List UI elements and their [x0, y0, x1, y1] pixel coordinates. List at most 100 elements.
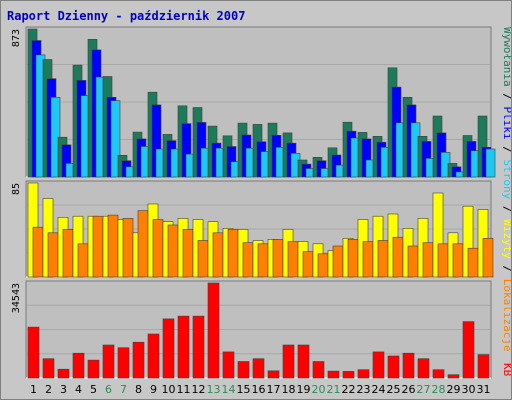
bar-kb-kb-day-19 — [297, 344, 310, 379]
x-tick-label: 4 — [75, 383, 82, 396]
x-tick-label: 24 — [372, 383, 386, 396]
panel-kb: 34543 — [11, 280, 492, 379]
bar-hosts-lokalizacje-day-18 — [287, 241, 299, 278]
bar-hosts-lokalizacje-day-13 — [212, 232, 224, 278]
x-tick-label: 14 — [222, 383, 236, 396]
bar-kb-kb-day-20 — [312, 361, 325, 379]
bar-kb-kb-day-24 — [372, 351, 385, 379]
legend-item: Wizyty — [501, 219, 511, 259]
bar-kb-kb-day-21 — [327, 370, 340, 379]
bar-hosts-lokalizacje-day-5 — [92, 215, 104, 278]
bar-hosts-lokalizacje-day-31 — [482, 238, 494, 278]
bar-hosts-lokalizacje-day-6 — [107, 214, 119, 278]
ymax-label-visits: 873 — [11, 29, 22, 47]
bar-kb-kb-day-16 — [252, 358, 265, 379]
bar-hosts-lokalizacje-day-7 — [122, 218, 134, 278]
bar-kb-kb-day-27 — [417, 358, 430, 379]
legend-item: / — [501, 199, 511, 219]
x-tick-label: 27 — [417, 383, 431, 396]
bar-kb-kb-day-26 — [402, 352, 415, 379]
legend-item: Lokalizacje — [501, 279, 511, 352]
legend-item: / — [501, 87, 511, 107]
bar-kb-kb-day-2 — [42, 358, 55, 379]
bar-hosts-lokalizacje-day-29 — [452, 243, 464, 278]
bar-hosts-lokalizacje-day-1 — [32, 226, 44, 278]
bar-kb-kb-day-8 — [132, 341, 145, 379]
x-tick-label: 25 — [387, 383, 401, 396]
legend-kb: KB — [501, 363, 511, 377]
bar-hosts-lokalizacje-day-11 — [182, 229, 194, 278]
bar-hosts-lokalizacje-day-20 — [317, 253, 329, 278]
bar-kb-kb-day-15 — [237, 361, 250, 379]
bar-kb-kb-day-11 — [177, 315, 190, 379]
x-tick-label: 8 — [135, 383, 142, 396]
x-tick-label: 18 — [282, 383, 296, 396]
x-tick-label: 11 — [177, 383, 191, 396]
bar-kb-kb-day-9 — [147, 333, 160, 379]
bar-kb-kb-day-31 — [477, 354, 490, 379]
x-tick-label: 26 — [402, 383, 416, 396]
bar-hosts-lokalizacje-day-12 — [197, 240, 209, 278]
x-tick-label: 19 — [297, 383, 311, 396]
bar-hosts-lokalizacje-day-15 — [242, 242, 254, 278]
legend-item: Strony — [501, 159, 511, 199]
x-tick-label: 3 — [60, 383, 67, 396]
x-tick-label: 22 — [342, 383, 356, 396]
panel-hosts: 85 — [11, 180, 494, 278]
bar-hosts-lokalizacje-day-23 — [362, 241, 374, 278]
bar-hosts-lokalizacje-day-3 — [62, 229, 74, 278]
bar-hosts-lokalizacje-day-16 — [257, 243, 269, 278]
bar-kb-kb-day-30 — [462, 321, 475, 379]
chart-title: Raport Dzienny - październik 2007 — [7, 9, 245, 23]
bar-hosts-lokalizacje-day-10 — [167, 224, 179, 278]
x-tick-label: 17 — [267, 383, 281, 396]
legend-item: Pliki — [501, 106, 511, 139]
bar-hosts-lokalizacje-day-22 — [347, 239, 359, 278]
bar-kb-kb-day-14 — [222, 351, 235, 379]
bar-hosts-lokalizacje-day-28 — [437, 243, 449, 278]
x-tick-label: 23 — [357, 383, 371, 396]
bar-kb-kb-day-4 — [72, 352, 85, 379]
x-tick-label: 20 — [312, 383, 326, 396]
bar-hosts-lokalizacje-day-8 — [137, 210, 149, 278]
bar-kb-kb-day-5 — [87, 359, 100, 379]
bar-kb-kb-day-17 — [267, 370, 280, 379]
bar-kb-kb-day-10 — [162, 318, 175, 379]
x-tick-label: 13 — [207, 383, 221, 396]
legend-item: / — [501, 140, 511, 160]
bar-kb-kb-day-22 — [342, 371, 355, 379]
ymax-label-kb: 34543 — [11, 283, 22, 313]
panel-visits: 873 — [11, 26, 496, 178]
legend-main: Wywołania / Pliki / Strony / Wizyty / Lo… — [501, 27, 511, 352]
bar-hosts-lokalizacje-day-14 — [227, 229, 239, 278]
bar-hosts-lokalizacje-day-2 — [47, 232, 59, 278]
x-tick-label: 6 — [105, 383, 112, 396]
x-tick-label: 2 — [45, 383, 52, 396]
bar-hosts-lokalizacje-day-30 — [467, 247, 479, 278]
bar-hosts-lokalizacje-day-25 — [392, 236, 404, 278]
ymax-label-hosts: 85 — [11, 183, 22, 195]
bar-kb-kb-day-29 — [447, 374, 460, 379]
bar-kb-kb-day-13 — [207, 282, 220, 379]
bar-hosts-lokalizacje-day-26 — [407, 245, 419, 278]
x-tick-label: 12 — [192, 383, 206, 396]
x-tick-label: 15 — [237, 383, 251, 396]
bar-kb-kb-day-23 — [357, 369, 370, 379]
bar-hosts-lokalizacje-day-4 — [77, 243, 89, 278]
x-tick-label: 5 — [90, 383, 97, 396]
bar-kb-kb-day-25 — [387, 355, 400, 379]
legend-item: Wywołania — [501, 27, 511, 87]
bar-visits-strony-day-31 — [485, 148, 496, 178]
bar-hosts-lokalizacje-day-21 — [332, 245, 344, 278]
x-tick-label: 9 — [150, 383, 157, 396]
bar-kb-kb-day-6 — [102, 344, 115, 379]
x-tick-label: 28 — [432, 383, 446, 396]
x-tick-label: 31 — [477, 383, 491, 396]
x-tick-label: 30 — [462, 383, 476, 396]
bar-kb-kb-day-7 — [117, 347, 130, 379]
bar-hosts-lokalizacje-day-17 — [272, 239, 284, 278]
x-tick-label: 1 — [30, 383, 37, 396]
bar-hosts-lokalizacje-day-24 — [377, 240, 389, 278]
